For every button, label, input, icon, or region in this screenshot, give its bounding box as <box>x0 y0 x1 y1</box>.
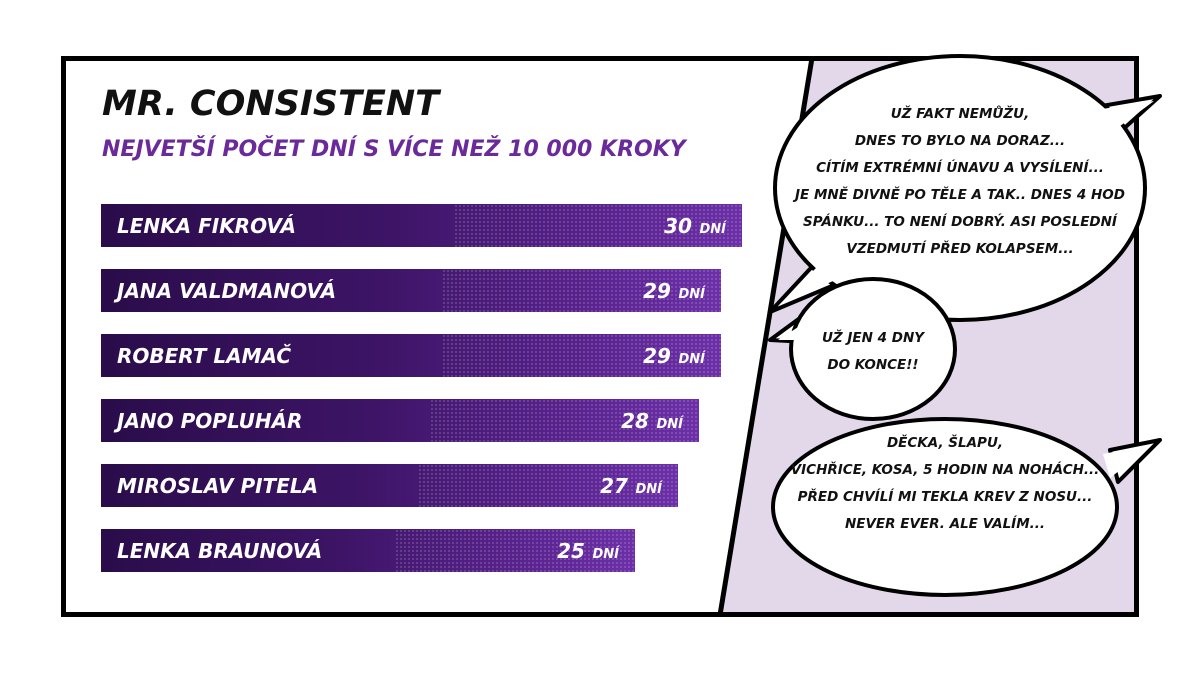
bar-value-label: 29 DNÍ <box>643 344 705 368</box>
bar-label: LENKA FIKROVÁ <box>117 214 296 238</box>
bar-value-label: 25 DNÍ <box>557 539 619 563</box>
bar-value-number: 28 <box>621 409 649 433</box>
outer-frame <box>61 56 1139 617</box>
bar-label: ROBERT LAMAČ <box>117 344 292 368</box>
bar: LENKA BRAUNOVÁ 25 DNÍ <box>101 529 635 572</box>
bar-value-unit: DNÍ <box>699 222 726 237</box>
bar: MIROSLAV PITELA 27 DNÍ <box>101 464 678 507</box>
speech-bubble-2-text: UŽ JEN 4 DNY DO KONCE!! <box>798 325 948 379</box>
bubble-line: NEVER EVER. ALE VALÍM... <box>844 516 1046 532</box>
bar-value-label: 28 DNÍ <box>621 409 683 433</box>
bubble-line: JE MNĚ DIVNĚ PO TĚLE A TAK.. DNES 4 HOD <box>795 187 1125 203</box>
bubble-line: VZEDMUTÍ PŘED KOLAPSEM... <box>846 241 1074 257</box>
speech-bubble-2 <box>768 277 957 421</box>
bar-value-unit: DNÍ <box>678 352 705 367</box>
bar-value-unit: DNÍ <box>678 287 705 302</box>
bar-value-number: 29 <box>643 279 671 303</box>
bubble-line: UŽ FAKT NEMŮŽU, <box>890 106 1030 122</box>
bar-label: MIROSLAV PITELA <box>117 474 319 498</box>
bar-value-number: 25 <box>557 539 585 563</box>
bar-value-number: 27 <box>600 474 628 498</box>
bar-value-label: 29 DNÍ <box>643 279 705 303</box>
bar-value-number: 30 <box>664 214 692 238</box>
bar-value-label: 30 DNÍ <box>664 214 726 238</box>
bar-value-label: 27 DNÍ <box>600 474 662 498</box>
bubble-line: DĚCKA, ŠLAPU, <box>886 435 1004 451</box>
chart-subtitle: NEJVETŠÍ POČET DNÍ S VÍCE NEŽ 10 000 KRO… <box>102 137 686 162</box>
bar-label: JANO POPLUHÁR <box>117 409 303 433</box>
bar-value-unit: DNÍ <box>635 482 662 497</box>
chart-title: MR. CONSISTENT <box>102 84 440 124</box>
speech-bubble-3-text: DĚCKA, ŠLAPU, VICHŘICE, KOSA, 5 HODIN NA… <box>790 430 1100 538</box>
speech-bubble-1 <box>768 54 1162 322</box>
bubble-line: DO KONCE!! <box>827 357 919 373</box>
bar-label: LENKA BRAUNOVÁ <box>117 539 323 563</box>
bar: JANA VALDMANOVÁ 29 DNÍ <box>101 269 721 312</box>
bar: ROBERT LAMAČ 29 DNÍ <box>101 334 721 377</box>
bar: LENKA FIKROVÁ 30 DNÍ <box>101 204 742 247</box>
bar: JANO POPLUHÁR 28 DNÍ <box>101 399 699 442</box>
speech-bubble-1-text: UŽ FAKT NEMŮŽU, DNES TO BYLO NA DORAZ...… <box>790 101 1130 263</box>
bubble-line: VICHŘICE, KOSA, 5 HODIN NA NOHÁCH... <box>790 462 1100 478</box>
bubble-line: CÍTÍM EXTRÉMNÍ ÚNAVU A VYSÍLENÍ... <box>816 160 1104 176</box>
bar-value-unit: DNÍ <box>656 417 683 432</box>
bar-label: JANA VALDMANOVÁ <box>117 279 337 303</box>
bubble-line: PŘED CHVÍLÍ MI TEKLA KREV Z NOSU... <box>797 489 1093 505</box>
speech-bubble-3 <box>771 417 1162 597</box>
bar-value-unit: DNÍ <box>592 547 619 562</box>
bubble-line: UŽ JEN 4 DNY <box>821 330 925 346</box>
bubble-line: DNES TO BYLO NA DORAZ... <box>854 133 1066 149</box>
bar-value-number: 29 <box>643 344 671 368</box>
bubble-line: SPÁNKU... TO NENÍ DOBRÝ. ASI POSLEDNÍ <box>803 214 1117 230</box>
